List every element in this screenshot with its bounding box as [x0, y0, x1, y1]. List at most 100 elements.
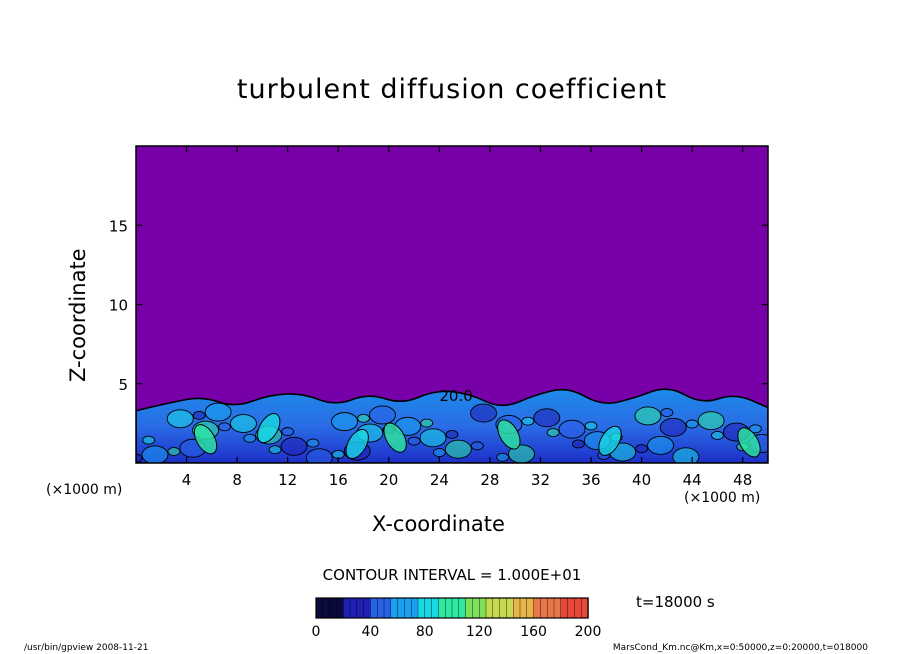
x-axis-label: X-coordinate	[372, 512, 505, 536]
x-tick-label: 32	[531, 471, 550, 489]
y-axis-label: Z-coordinate	[66, 248, 90, 382]
eddy-patch	[444, 439, 472, 459]
turbulence-streak	[345, 428, 369, 460]
x-unit-label-left: (×1000 m)	[46, 482, 123, 498]
colorbar-segment	[383, 597, 392, 619]
x-unit-label-right: (×1000 m)	[684, 490, 761, 506]
colorbar-segment	[397, 597, 406, 619]
colorbar-segment	[547, 597, 555, 619]
eddy-patch	[496, 452, 510, 462]
colorbar-segment	[451, 597, 460, 619]
x-tick-label: 20	[379, 471, 398, 489]
eddy-patch	[571, 439, 585, 449]
colorbar-segment	[377, 597, 385, 619]
contour-label: 20.0	[439, 387, 472, 405]
y-axis-ticks: 5 10 15	[109, 217, 768, 394]
turbulence-streak	[383, 422, 407, 453]
eddy-patch	[243, 433, 257, 443]
eddy-patch	[331, 412, 359, 432]
turbulence-streak	[257, 413, 281, 444]
x-tick-label: 44	[683, 471, 702, 489]
x-tick-label: 24	[430, 471, 449, 489]
eddy-patch	[305, 448, 333, 463]
colorbar-segment	[343, 597, 351, 619]
eddy-patch	[558, 419, 586, 439]
eddy-patch	[546, 428, 560, 438]
colorbar-segment	[370, 597, 378, 619]
eddy-patch	[306, 438, 320, 448]
eddy-patch	[748, 424, 762, 434]
x-tick-label: 40	[632, 471, 651, 489]
colorbar-tick-label: 40	[361, 624, 379, 640]
turbulence-streak	[497, 419, 521, 450]
turbulence-streak	[193, 424, 218, 455]
eddy-patch	[660, 408, 674, 418]
x-tick-label: 12	[278, 471, 297, 489]
turbulence-streak	[598, 425, 622, 456]
turbulence-streak	[737, 427, 761, 458]
colorbar-segment	[431, 597, 440, 619]
colorbar-tick-label: 120	[466, 624, 493, 640]
colorbar-segment	[540, 597, 548, 619]
eddy-patch	[470, 403, 498, 423]
colorbar-segment	[417, 597, 426, 619]
y-tick-label: 10	[109, 297, 128, 315]
eddy-patch	[521, 416, 535, 426]
colorbar-segment	[438, 597, 446, 619]
eddy-patch	[281, 427, 295, 437]
eddy-patch	[357, 413, 370, 423]
colorbar-segment	[574, 597, 582, 619]
colorbar-tick-label: 160	[520, 624, 547, 640]
eddy-patch	[634, 406, 662, 426]
time-label: t=18000 s	[636, 593, 715, 611]
eddy-patch	[407, 436, 421, 446]
eddy-patch	[218, 422, 231, 432]
eddy-patch	[141, 445, 169, 463]
colorbar-segment	[445, 597, 453, 619]
eddy-patch	[445, 430, 459, 439]
eddy-patch	[167, 447, 181, 457]
x-tick-label: 48	[733, 471, 752, 489]
eddy-patch	[268, 445, 282, 455]
eddy-patch	[166, 409, 194, 429]
x-axis-ticks: 4 8 12 16 20 24 28 32 36 40 44 48	[182, 146, 752, 489]
colorbar-segment	[390, 597, 399, 619]
eddy-patch	[659, 417, 687, 437]
footer-data-source: MarsCond_Km.nc@Km,x=0:50000,z=0:20000,t=…	[612, 643, 868, 653]
eddy-patch	[192, 411, 206, 420]
colorbar-segment	[322, 597, 331, 619]
colorbar-segment	[336, 597, 344, 619]
colorbar-tick-label: 0	[312, 624, 321, 640]
colorbar-segment	[349, 597, 358, 619]
colorbar-segment	[465, 597, 474, 619]
colorbar-segment	[315, 597, 324, 619]
colorbar-segment	[567, 597, 576, 619]
colorbar: 0 40 80 120 160 200	[312, 597, 601, 640]
eddy-patch	[685, 419, 699, 429]
colorbar-segment	[506, 597, 514, 619]
x-tick-label: 4	[182, 471, 192, 489]
colorbar-segment	[363, 597, 372, 619]
colorbar-segment	[513, 597, 521, 619]
colorbar-segment	[492, 597, 501, 619]
eddy-patch	[710, 430, 724, 440]
colorbar-segment	[356, 597, 365, 619]
x-tick-label: 8	[232, 471, 242, 489]
colorbar-frame	[315, 597, 589, 619]
x-tick-label: 16	[329, 471, 348, 489]
footer-program-date: /usr/bin/gpview 2008-11-21	[24, 643, 149, 653]
eddy-patch	[697, 411, 725, 431]
colorbar-segment	[424, 597, 433, 619]
eddy-patch	[470, 441, 484, 451]
colorbar-segment	[404, 597, 412, 619]
eddy-patch	[533, 408, 561, 428]
eddy-patch	[584, 421, 598, 431]
y-tick-label: 5	[118, 376, 128, 394]
colorbar-segment	[519, 597, 528, 619]
x-tick-label: 28	[480, 471, 499, 489]
colorbar-segment	[533, 597, 542, 619]
colorbar-segment	[472, 597, 480, 619]
eddy-patch	[136, 453, 143, 463]
colorbar-segment	[553, 597, 562, 619]
